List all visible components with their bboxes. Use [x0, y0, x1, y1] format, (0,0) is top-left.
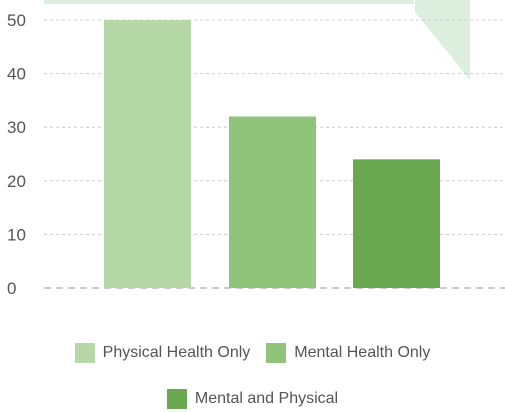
decorative-triangle — [415, 0, 470, 80]
y-tick-label-30: 30 — [7, 118, 26, 137]
legend-swatch — [166, 389, 187, 409]
y-tick-label-20: 20 — [7, 172, 26, 191]
decorative-strip — [44, 0, 414, 4]
y-tick-label-0: 0 — [7, 279, 16, 298]
bar-mental-health-only — [229, 116, 316, 288]
y-tick-label-10: 10 — [7, 225, 26, 244]
legend-label: Mental and Physical — [194, 390, 339, 407]
bar-physical-health-only — [104, 20, 191, 288]
legend-label: Physical Health Only — [102, 344, 251, 361]
y-tick-label-40: 40 — [7, 65, 26, 84]
legend-swatch — [266, 343, 287, 363]
y-axis-ticks: 0 10 20 30 40 50 — [7, 11, 26, 298]
legend-label: Mental Health Only — [294, 344, 431, 361]
legend-swatch — [74, 343, 95, 363]
legend-item: Physical Health Only — [74, 340, 251, 366]
bar-mental-and-physical — [353, 159, 440, 288]
legend-item: Mental and Physical — [166, 386, 339, 412]
legend-item: Mental Health Only — [266, 340, 430, 366]
chart-legend: Physical Health Only Mental Health Only Me… — [0, 340, 505, 412]
bars — [104, 20, 440, 288]
y-tick-label-50: 50 — [7, 11, 26, 30]
bar-chart: 0 10 20 30 40 50 — [7, 0, 505, 298]
